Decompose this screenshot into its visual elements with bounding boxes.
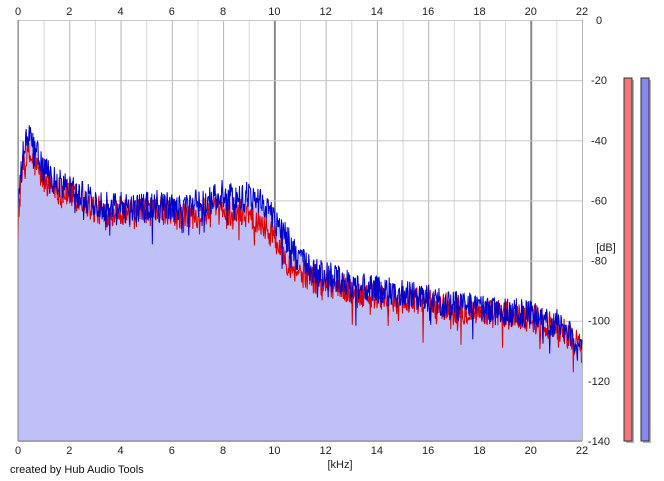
x-ticks-top: 0 2 4 6 8 10 12 14 16 18 20 22 — [15, 6, 588, 18]
x-tick-label-bottom: 18 — [473, 445, 485, 457]
x-tick-label-bottom: 0 — [15, 445, 21, 457]
level-meters — [623, 77, 651, 443]
x-tick-label-top: 12 — [320, 6, 332, 18]
x-tick-label-top: 2 — [66, 6, 72, 18]
y-tick-label: -20 — [591, 75, 607, 87]
right-channel-meter — [640, 77, 650, 442]
x-ticks-bottom: 0 2 4 6 8 10 12 14 16 18 20 22 — [15, 445, 588, 457]
credit-text: created by Hub Audio Tools — [10, 464, 144, 476]
x-tick-label-top: 10 — [268, 6, 280, 18]
x-tick-label-top: 4 — [117, 6, 123, 18]
x-tick-label-bottom: 10 — [268, 445, 280, 457]
x-tick-label-bottom: 22 — [576, 445, 588, 457]
spectrum-fill-area — [18, 127, 582, 441]
x-tick-label-bottom: 12 — [320, 445, 332, 457]
x-tick-label-top: 8 — [220, 6, 226, 18]
x-tick-label-bottom: 6 — [169, 445, 175, 457]
left-channel-meter — [623, 77, 633, 442]
x-tick-label-bottom: 20 — [525, 445, 537, 457]
y-tick-label: -120 — [588, 376, 610, 388]
x-tick-label-top: 22 — [576, 6, 588, 18]
x-tick-label-bottom: 2 — [66, 445, 72, 457]
x-tick-label-bottom: 8 — [220, 445, 226, 457]
x-tick-label-top: 20 — [525, 6, 537, 18]
x-tick-label-top: 0 — [15, 6, 21, 18]
y-tick-label: -40 — [591, 135, 607, 147]
y-tick-label: -100 — [588, 316, 610, 328]
y-tick-label: -140 — [588, 436, 610, 448]
x-tick-label-bottom: 4 — [117, 445, 123, 457]
x-tick-label-top: 18 — [473, 6, 485, 18]
spectrum-lines — [17, 125, 583, 373]
y-tick-label: 0 — [596, 15, 602, 27]
x-tick-label-top: 16 — [422, 6, 434, 18]
x-tick-label-top: 6 — [169, 6, 175, 18]
y-ticks: 0 -20 -40 -60 -80 -100 -120 -140 — [588, 15, 610, 448]
x-tick-label-bottom: 16 — [422, 445, 434, 457]
series-line — [17, 125, 583, 361]
x-axis-label: [kHz] — [327, 459, 352, 471]
y-tick-label: -60 — [591, 195, 607, 207]
x-tick-label-bottom: 14 — [371, 445, 383, 457]
x-tick-label-top: 14 — [371, 6, 383, 18]
y-tick-label: -80 — [591, 256, 607, 268]
y-axis-label: [dB] — [596, 242, 616, 254]
